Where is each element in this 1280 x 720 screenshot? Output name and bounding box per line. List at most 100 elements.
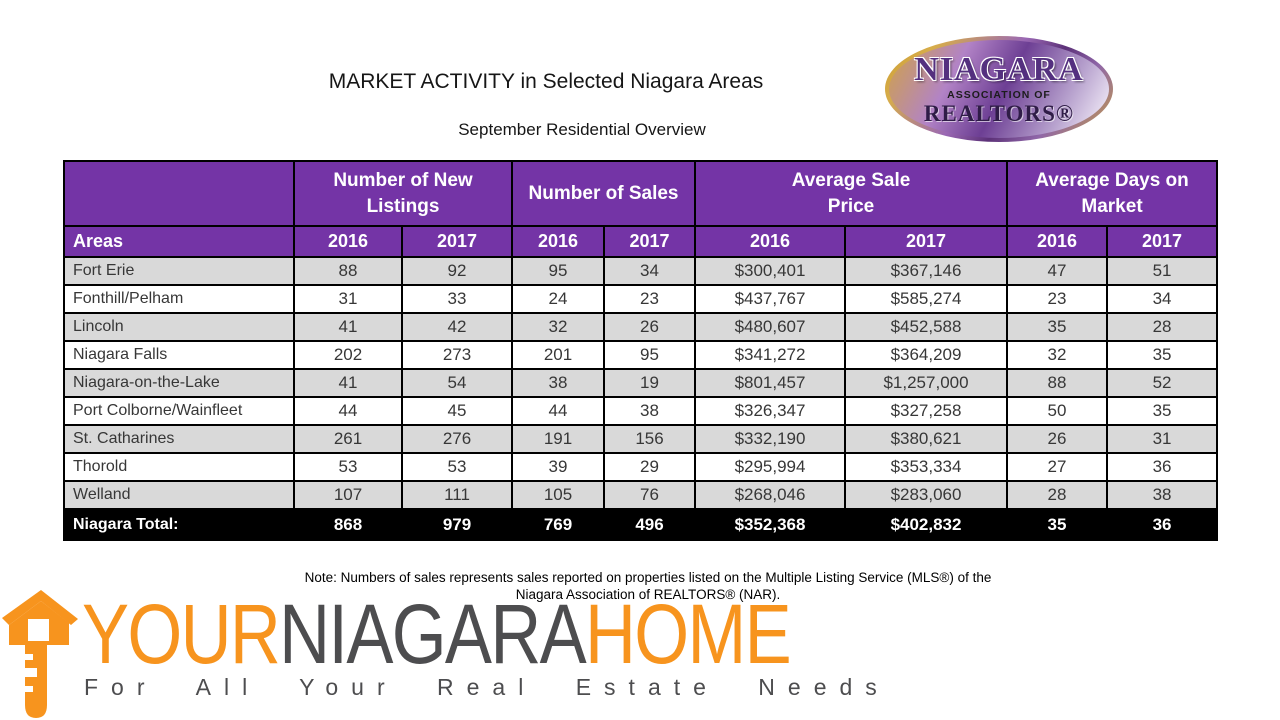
- table-row: Fort Erie 88 92 95 34 $300,401 $367,146 47 51: [63, 256, 1219, 286]
- data-cell: $585,274: [844, 284, 1009, 314]
- data-cell: 202: [293, 340, 403, 370]
- data-cell: 53: [400, 452, 514, 482]
- table-row: Thorold 53 53 39 29 $295,994 $353,334 27 36: [63, 452, 1219, 482]
- data-cell: 105: [511, 480, 606, 510]
- data-cell: 28: [1006, 480, 1109, 510]
- data-cell: 47: [1006, 256, 1109, 286]
- nar-logo-name: NIAGARA: [914, 50, 1084, 88]
- group-header-avg-days-on-market: Average Days on Market: [1006, 160, 1219, 227]
- nar-logo-realtors: REALTORS®: [923, 101, 1075, 127]
- data-cell: 42: [400, 312, 514, 342]
- footnote: Note: Numbers of sales represents sales …: [63, 569, 1233, 603]
- area-name-cell: Port Colborne/Wainfleet: [63, 396, 295, 426]
- data-cell: 45: [400, 396, 514, 426]
- total-row: Niagara Total: 868 979 769 496 $352,368 …: [63, 508, 1219, 541]
- area-name-cell: St. Catharines: [63, 424, 295, 454]
- group-header-avg-sale-price: Average Sale Price: [694, 160, 1009, 227]
- wordmark-your: YOUR: [82, 587, 281, 681]
- data-cell: $380,621: [844, 424, 1009, 454]
- table-row: Lincoln 41 42 32 26 $480,607 $452,588 35 28: [63, 312, 1219, 342]
- data-cell: $326,347: [694, 396, 847, 426]
- data-cell: 29: [603, 452, 697, 482]
- year-header-cell: 2017: [400, 225, 514, 258]
- year-header-cell: 2017: [844, 225, 1009, 258]
- data-cell: 31: [293, 284, 403, 314]
- data-cell: 19: [603, 368, 697, 398]
- area-name-cell: Niagara-on-the-Lake: [63, 368, 295, 398]
- data-cell: 44: [293, 396, 403, 426]
- group-label-line: Average Sale: [791, 169, 911, 191]
- data-cell: $437,767: [694, 284, 847, 314]
- year-header-cell: 2016: [1006, 225, 1109, 258]
- total-cell: $402,832: [844, 508, 1009, 541]
- data-cell: 92: [400, 256, 514, 286]
- data-cell: 41: [293, 312, 403, 342]
- data-cell: 107: [293, 480, 403, 510]
- area-name-cell: Niagara Falls: [63, 340, 295, 370]
- page-subtitle: September Residential Overview: [458, 120, 706, 139]
- table-row: Niagara-on-the-Lake 41 54 38 19 $801,457 $1,25…: [63, 368, 1219, 398]
- year-header-cell: 2017: [1106, 225, 1219, 258]
- market-activity-table: Number of New Listings Number of Sales Av…: [63, 160, 1219, 541]
- data-cell: 35: [1006, 312, 1109, 342]
- data-cell: 34: [1106, 284, 1219, 314]
- corner-cell: [63, 160, 295, 227]
- table-row: St. Catharines 261 276 191 156 $332,190 $380,6…: [63, 424, 1219, 454]
- footnote-line-2: Niagara Association of REALTORS® (NAR).: [515, 587, 781, 602]
- table-row: Niagara Falls 202 273 201 95 $341,272 $364,209…: [63, 340, 1219, 370]
- year-header-row: Areas 2016 2017 2016 2017 2016 2017 2016…: [63, 225, 1219, 258]
- data-cell: $295,994: [694, 452, 847, 482]
- group-label-line: Number of Sales: [528, 182, 679, 204]
- data-cell: $364,209: [844, 340, 1009, 370]
- group-label-line: Average Days on: [1035, 169, 1189, 191]
- table-row: Port Colborne/Wainfleet 44 45 44 38 $326,347 $…: [63, 396, 1219, 426]
- areas-header-cell: Areas: [63, 225, 295, 258]
- data-cell: 32: [1006, 340, 1109, 370]
- table-row: Fonthill/Pelham 31 33 24 23 $437,767 $585,274 2…: [63, 284, 1219, 314]
- data-cell: 95: [603, 340, 697, 370]
- brand-tagline: For All Your Real Estate Needs: [84, 674, 890, 700]
- total-cell: 35: [1006, 508, 1109, 541]
- group-header-row: Number of New Listings Number of Sales Av…: [63, 160, 1219, 227]
- niagara-association-of-realtors-logo: NIAGARA ASSOCIATION OF REALTORS®: [885, 36, 1113, 142]
- your-niagara-home-wordmark: YOURNIAGARAHOME: [82, 592, 792, 676]
- table-body: Fort Erie 88 92 95 34 $300,401 $367,146 47 51 Fon…: [63, 256, 1219, 510]
- data-cell: 23: [1006, 284, 1109, 314]
- data-cell: $341,272: [694, 340, 847, 370]
- total-row-label: Niagara Total:: [63, 508, 295, 541]
- data-cell: 38: [603, 396, 697, 426]
- total-cell: $352,368: [694, 508, 847, 541]
- data-cell: 38: [511, 368, 606, 398]
- group-header-new-listings: Number of New Listings: [292, 160, 514, 227]
- total-cell: 979: [400, 508, 514, 541]
- data-cell: 88: [293, 256, 403, 286]
- data-cell: $268,046: [694, 480, 847, 510]
- data-cell: 53: [293, 452, 403, 482]
- data-cell: 50: [1006, 396, 1109, 426]
- data-cell: 27: [1006, 452, 1109, 482]
- data-cell: 76: [603, 480, 697, 510]
- year-header-cell: 2017: [603, 225, 697, 258]
- area-name-cell: Fonthill/Pelham: [63, 284, 295, 314]
- data-cell: 35: [1106, 340, 1219, 370]
- data-cell: 111: [400, 480, 514, 510]
- data-cell: $480,607: [694, 312, 847, 342]
- data-cell: $1,257,000: [844, 368, 1009, 398]
- year-header-cell: 2016: [293, 225, 403, 258]
- group-label-line: Market: [1081, 195, 1143, 217]
- data-cell: 35: [1106, 396, 1219, 426]
- data-cell: 36: [1106, 452, 1219, 482]
- nar-logo-oval: NIAGARA ASSOCIATION OF REALTORS®: [889, 40, 1109, 138]
- footnote-line-1: Note: Numbers of sales represents sales …: [304, 570, 992, 585]
- group-label-line: Price: [827, 195, 875, 217]
- data-cell: 201: [511, 340, 606, 370]
- area-name-cell: Thorold: [63, 452, 295, 482]
- data-cell: $452,588: [844, 312, 1009, 342]
- nar-logo-association-of: ASSOCIATION OF: [947, 88, 1051, 101]
- data-cell: 41: [293, 368, 403, 398]
- group-label-line: Listings: [366, 195, 440, 217]
- data-cell: 31: [1106, 424, 1219, 454]
- data-cell: 276: [400, 424, 514, 454]
- data-cell: $300,401: [694, 256, 847, 286]
- group-header-sales: Number of Sales: [511, 160, 697, 227]
